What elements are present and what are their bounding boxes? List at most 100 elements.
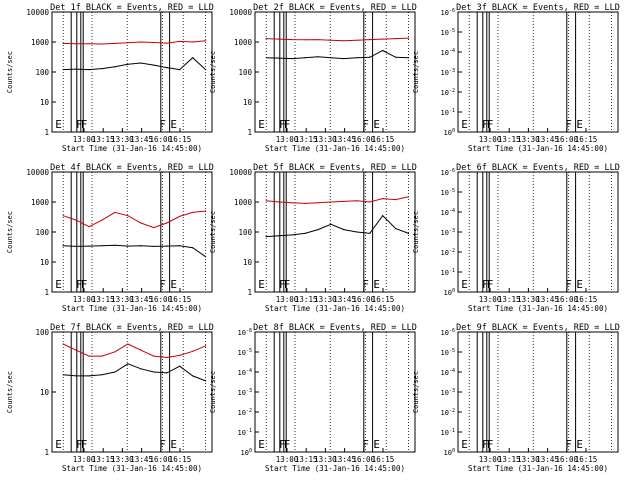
plot-frame bbox=[51, 171, 213, 293]
x-axis-label: Start Time (31-Jan-16 14:45:00) bbox=[468, 464, 608, 473]
flag-label: E bbox=[258, 438, 265, 451]
y-tick-label: 1 bbox=[247, 128, 252, 137]
x-tick-label: 16:15 bbox=[169, 295, 192, 304]
data-point bbox=[343, 229, 345, 231]
plot-frame bbox=[457, 11, 619, 133]
data-point bbox=[330, 39, 332, 41]
x-tick-label: 13:30 bbox=[314, 295, 337, 304]
y-axis-label: Counts/sec bbox=[412, 211, 420, 253]
data-point bbox=[88, 43, 90, 45]
data-point bbox=[317, 229, 319, 231]
data-point bbox=[192, 350, 194, 352]
data-point bbox=[88, 226, 90, 228]
data-point bbox=[382, 198, 384, 200]
flag-label: E bbox=[576, 118, 583, 131]
data-point bbox=[317, 56, 319, 58]
y-tick-label: 1 bbox=[247, 288, 252, 297]
data-point bbox=[140, 245, 142, 247]
flag-label: F bbox=[482, 278, 489, 291]
data-point bbox=[192, 41, 194, 43]
data-point bbox=[369, 56, 371, 58]
flag-label: F bbox=[279, 438, 286, 451]
y-tick-label: 10-2 bbox=[441, 88, 455, 97]
flag-label: F bbox=[362, 438, 369, 451]
data-point bbox=[205, 40, 207, 42]
flag-label: E bbox=[170, 118, 177, 131]
data-point bbox=[205, 380, 207, 382]
data-point bbox=[127, 363, 129, 365]
y-tick-label: 10-2 bbox=[238, 408, 252, 417]
flag-label: F bbox=[159, 118, 166, 131]
y-axis-label: Counts/sec bbox=[209, 371, 217, 413]
flag-label: E bbox=[373, 438, 380, 451]
y-tick-label: 10-4 bbox=[238, 368, 252, 377]
y-tick-label: 10-1 bbox=[441, 268, 455, 277]
data-point bbox=[101, 43, 103, 45]
x-tick-label: 13:45 bbox=[130, 135, 153, 144]
data-point bbox=[382, 38, 384, 40]
x-tick-label: 16:00 bbox=[150, 135, 173, 144]
flag-label: E bbox=[258, 118, 265, 131]
x-tick-label: 16:00 bbox=[150, 455, 173, 464]
flag-label: E bbox=[258, 278, 265, 291]
data-point bbox=[205, 345, 207, 347]
flag-label: E bbox=[576, 438, 583, 451]
y-tick-label: 10-3 bbox=[441, 228, 455, 237]
x-tick-label: 13:15 bbox=[498, 135, 521, 144]
data-point bbox=[205, 210, 207, 212]
data-point bbox=[166, 67, 168, 69]
panel-title: Det 6f BLACK = Events, RED = LLD bbox=[456, 163, 620, 173]
data-point bbox=[192, 375, 194, 377]
data-point bbox=[179, 365, 181, 367]
data-point bbox=[317, 202, 319, 204]
y-tick-label: 10-3 bbox=[441, 388, 455, 397]
data-point bbox=[101, 355, 103, 357]
data-point bbox=[395, 199, 397, 201]
data-point bbox=[114, 211, 116, 213]
data-point bbox=[153, 64, 155, 66]
y-tick-label: 100 bbox=[238, 228, 252, 237]
data-point bbox=[205, 69, 207, 71]
y-tick-label: 10-4 bbox=[441, 208, 455, 217]
data-point bbox=[265, 236, 267, 238]
x-tick-label: 13:45 bbox=[130, 295, 153, 304]
plot-frame bbox=[254, 171, 416, 293]
panel-title: Det 5f BLACK = Events, RED = LLD bbox=[253, 163, 417, 173]
data-point bbox=[304, 57, 306, 59]
data-point bbox=[382, 49, 384, 52]
x-tick-label: 13:45 bbox=[333, 135, 356, 144]
x-tick-label: 13:00 bbox=[73, 135, 96, 144]
y-tick-label: 10000 bbox=[229, 8, 252, 17]
plot-frame bbox=[457, 331, 619, 453]
x-axis-label: Start Time (31-Jan-16 14:45:00) bbox=[62, 304, 202, 313]
y-tick-label: 10-6 bbox=[441, 168, 455, 177]
y-tick-label: 1000 bbox=[234, 198, 253, 207]
x-tick-label: 13:15 bbox=[92, 135, 115, 144]
series-line-events bbox=[266, 214, 409, 238]
data-point bbox=[408, 196, 410, 198]
y-tick-label: 10-5 bbox=[441, 28, 455, 37]
y-tick-label: 100 bbox=[241, 448, 252, 457]
data-point bbox=[343, 58, 345, 60]
series-line-events bbox=[63, 57, 206, 71]
data-point bbox=[179, 245, 181, 247]
data-point bbox=[179, 215, 181, 217]
panel-title: Det 1f BLACK = Events, RED = LLD bbox=[50, 3, 214, 13]
x-tick-label: 16:15 bbox=[169, 455, 192, 464]
data-point bbox=[343, 40, 345, 42]
data-point bbox=[75, 43, 77, 45]
y-tick-label: 10 bbox=[243, 98, 253, 107]
x-tick-label: 16:15 bbox=[575, 135, 598, 144]
y-tick-label: 10 bbox=[40, 388, 50, 397]
y-tick-label: 100 bbox=[35, 228, 49, 237]
data-point bbox=[101, 245, 103, 247]
y-tick-label: 10 bbox=[243, 258, 253, 267]
data-point bbox=[75, 245, 77, 247]
y-tick-label: 1 bbox=[44, 288, 49, 297]
x-tick-label: 13:30 bbox=[314, 455, 337, 464]
y-tick-label: 100 bbox=[238, 68, 252, 77]
y-axis-label: Counts/sec bbox=[6, 211, 14, 253]
y-tick-label: 10-4 bbox=[441, 48, 455, 57]
